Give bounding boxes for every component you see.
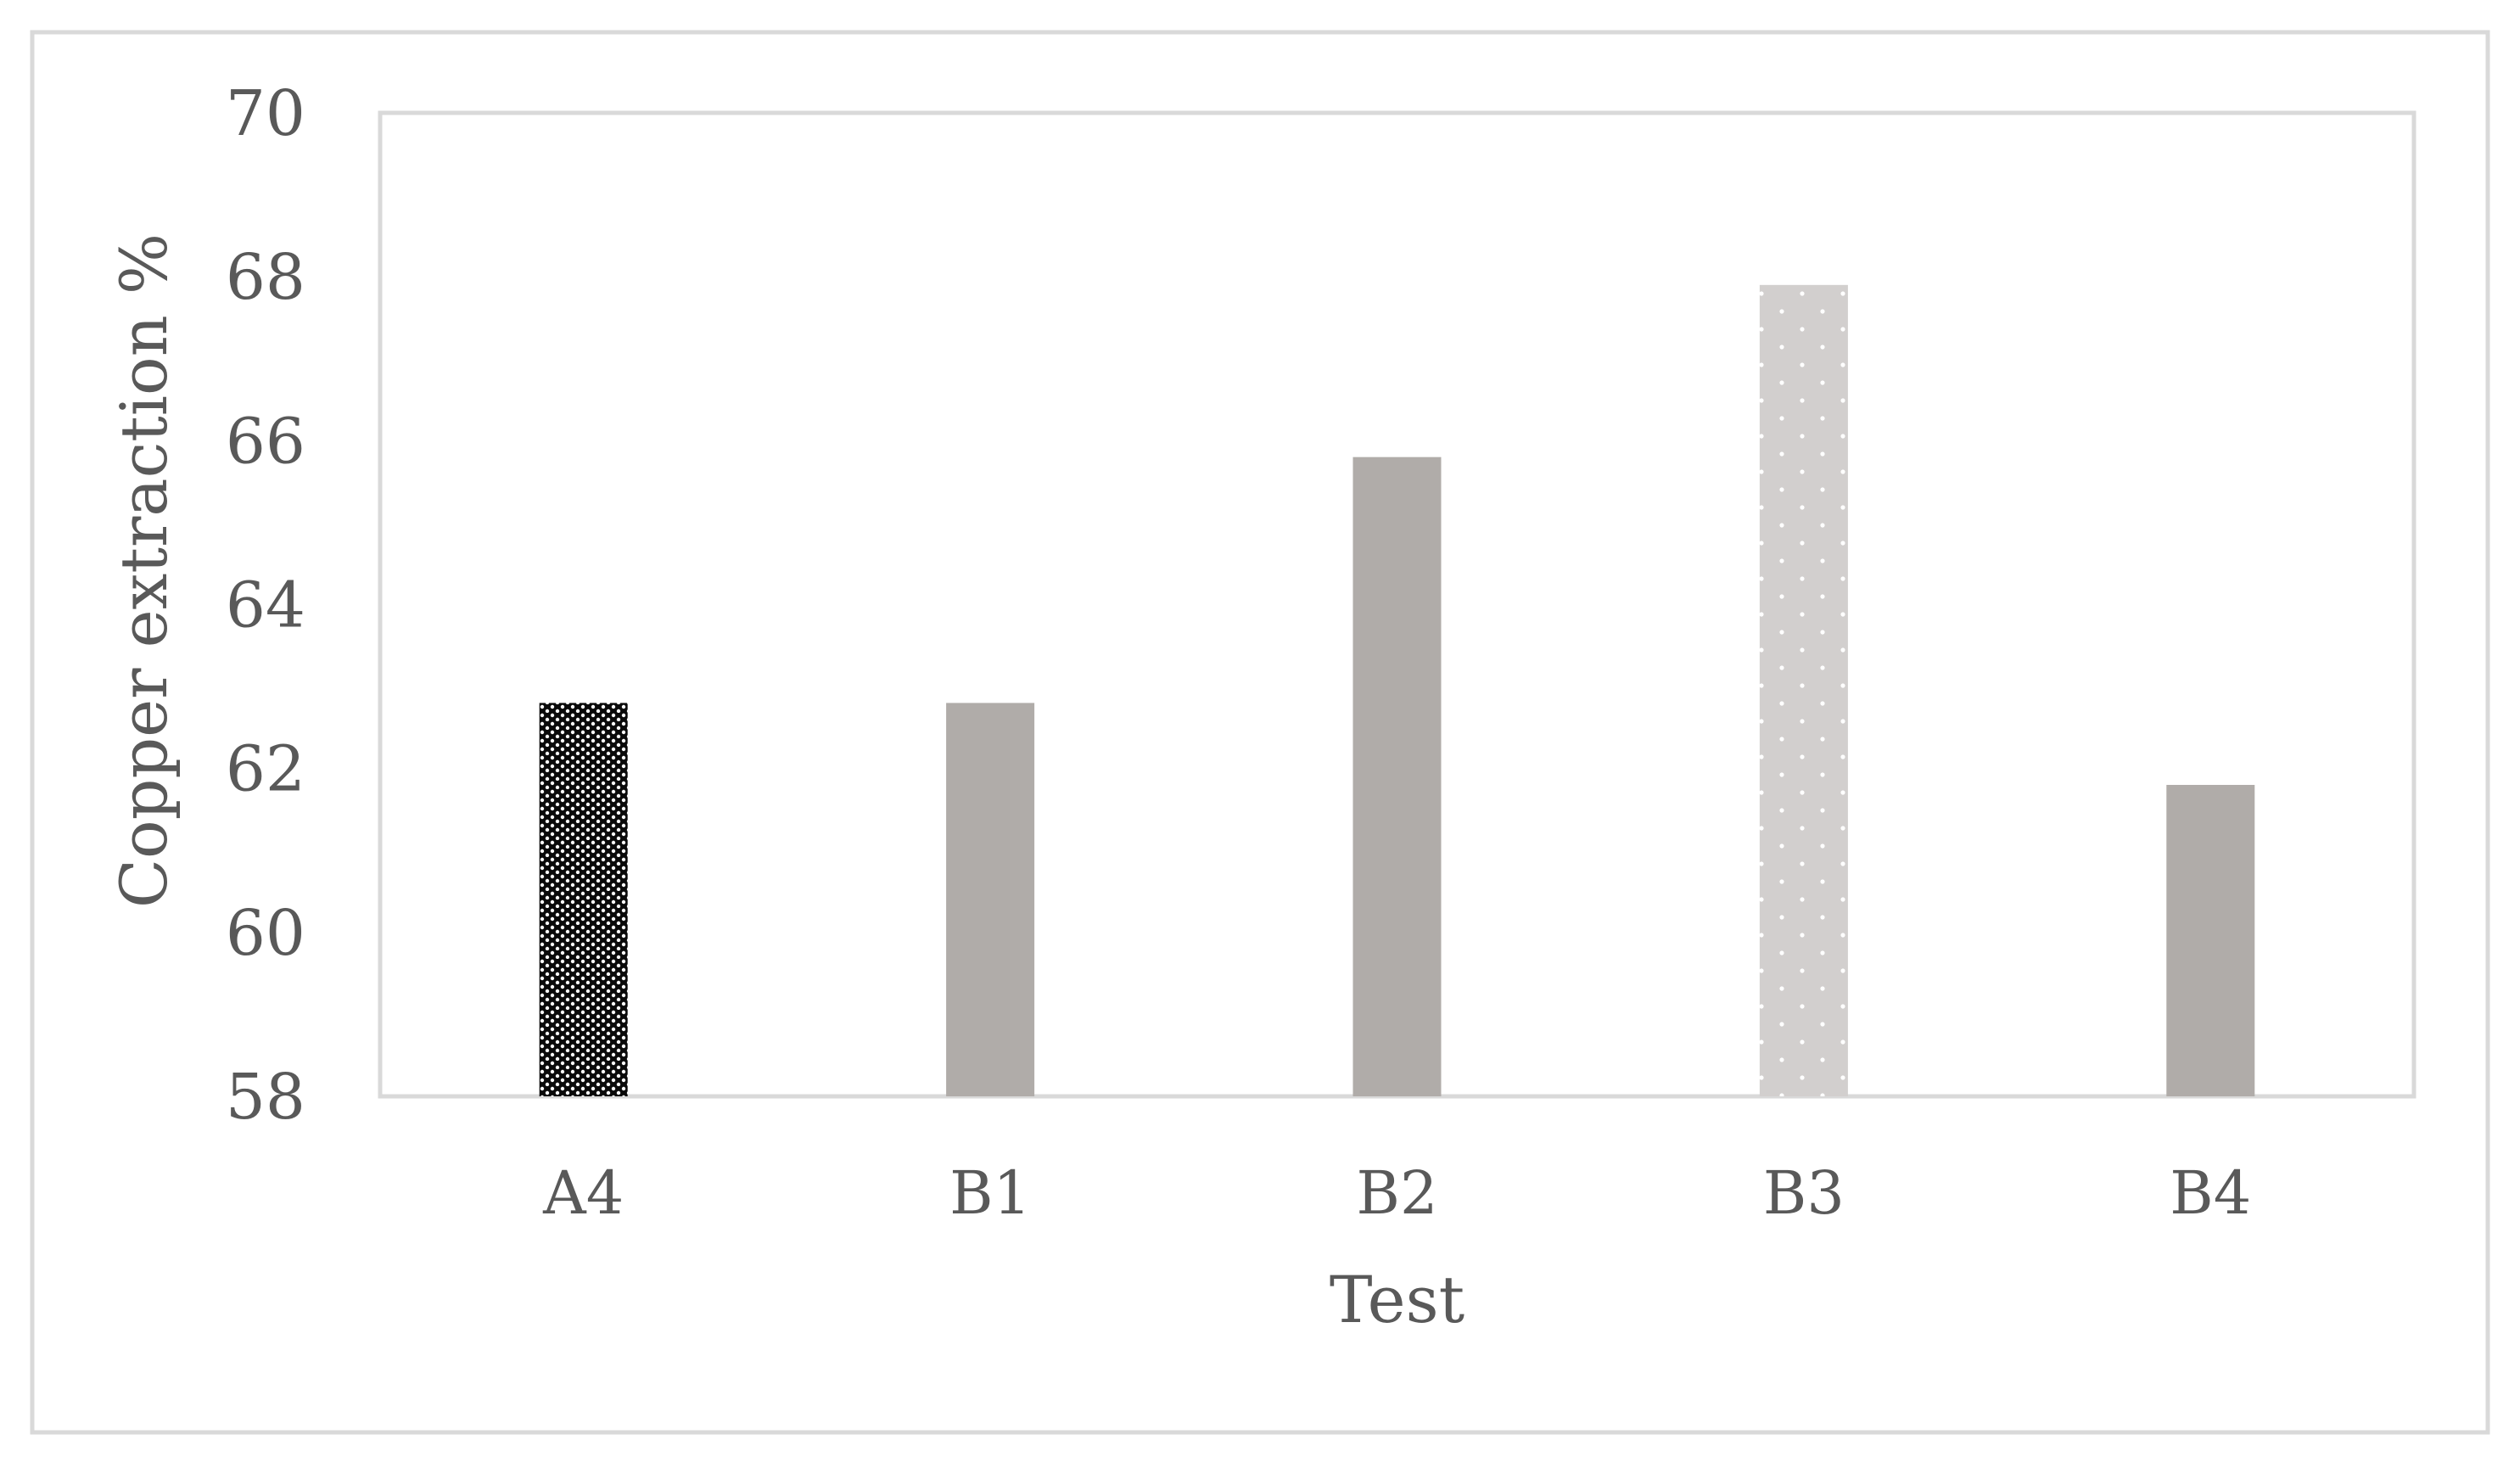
y-tick-label: 70 [226,77,305,150]
y-tick-label: 62 [226,733,305,806]
x-tick-label: A4 [542,1158,624,1228]
y-axis-ticks: 58 60 62 64 66 68 70 [226,77,305,1134]
y-axis-label: Copper extraction % [106,233,182,908]
x-tick-label: B4 [2170,1158,2251,1228]
bar-b2 [1352,457,1442,1096]
bar-b1 [946,703,1035,1096]
x-tick-label: B3 [1763,1158,1845,1228]
y-tick-label: 68 [226,241,305,314]
y-tick-label: 58 [226,1061,305,1134]
x-axis-ticks: A4 B1 B2 B3 B4 [542,1158,2251,1228]
bar-b4 [2166,784,2255,1096]
x-axis-label: Test [1330,1262,1464,1337]
bar-a4 [539,703,628,1096]
y-tick-label: 64 [226,569,305,642]
bar-b3 [1759,284,1848,1096]
y-tick-label: 66 [226,405,305,478]
outer-frame [30,30,2490,1435]
bars [539,284,2255,1096]
x-tick-label: B1 [949,1158,1031,1228]
y-tick-label: 60 [226,897,305,970]
x-tick-label: B2 [1357,1158,1438,1228]
